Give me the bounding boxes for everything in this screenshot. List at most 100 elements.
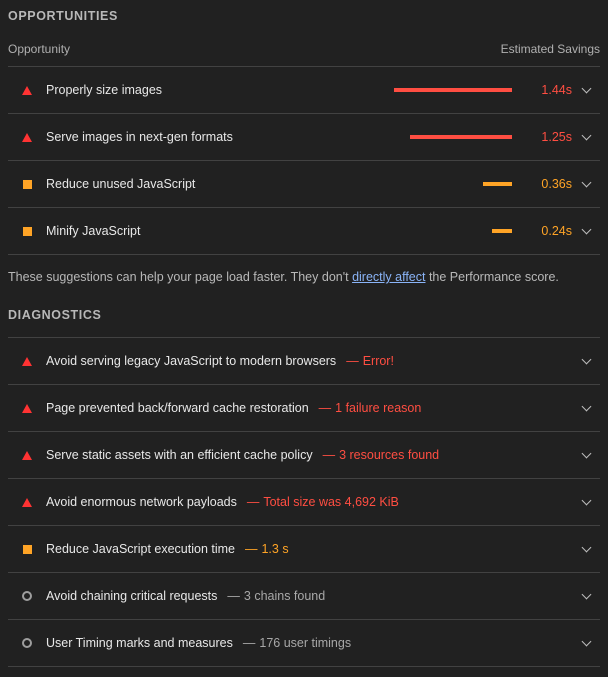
warn-square-icon: [23, 179, 32, 189]
chevron-down-icon[interactable]: [572, 130, 600, 140]
diagnostic-row[interactable]: Avoid chaining critical requests —3 chain…: [8, 573, 600, 620]
opportunities-note: These suggestions can help your page loa…: [8, 255, 600, 299]
chevron-down-icon[interactable]: [572, 354, 600, 364]
diagnostic-title: Avoid serving legacy JavaScript to moder…: [46, 354, 337, 368]
savings-bar-track: [362, 88, 512, 92]
summary-value: 3 chains found: [243, 589, 326, 603]
fail-triangle-icon: [22, 497, 32, 507]
warn-square-icon: [23, 226, 32, 236]
opportunity-row[interactable]: Reduce unused JavaScript 0.36s: [8, 161, 600, 208]
diagnostic-title: Serve static assets with an efficient ca…: [46, 448, 313, 462]
info-circle-icon: [22, 591, 32, 601]
diagnostic-status-icon: [8, 497, 46, 507]
summary-value: 1 failure reason: [335, 401, 422, 415]
diagnostics-heading: DIAGNOSTICS: [8, 308, 102, 322]
note-text-after: the Performance score.: [425, 270, 559, 284]
diagnostic-status-icon: [8, 403, 46, 413]
summary-separator: —: [227, 589, 240, 603]
diagnostic-title: User Timing marks and measures: [46, 636, 233, 650]
summary-value: 1.3 s: [261, 542, 289, 556]
diagnostic-summary: —3 resources found: [317, 448, 440, 462]
opportunity-row[interactable]: Properly size images 1.44s: [8, 67, 600, 114]
diagnostic-title: Avoid enormous network payloads: [46, 495, 237, 509]
opportunity-status-icon: [8, 132, 46, 142]
chevron-down-icon[interactable]: [572, 83, 600, 93]
summary-separator: —: [322, 448, 336, 462]
diagnostic-summary: — Error!: [340, 354, 394, 368]
savings-bar: [409, 135, 512, 139]
chevron-down-icon[interactable]: [572, 177, 600, 187]
diagnostic-row[interactable]: User Timing marks and measures —176 user …: [8, 620, 600, 667]
summary-separator: —: [318, 401, 332, 415]
opportunity-status-icon: [8, 226, 46, 236]
diagnostic-status-icon: [8, 450, 46, 460]
summary-separator: —: [246, 495, 260, 509]
summary-separator: —: [244, 542, 258, 556]
fail-triangle-icon: [22, 85, 32, 95]
opportunities-column-header: Opportunity Estimated Savings: [8, 32, 600, 67]
fail-triangle-icon: [22, 356, 32, 366]
opportunity-row[interactable]: Minify JavaScript 0.24s: [8, 208, 600, 255]
fail-triangle-icon: [22, 132, 32, 142]
summary-value: 3 resources found: [339, 448, 440, 462]
opportunity-title: Minify JavaScript: [46, 224, 141, 238]
diagnostic-summary: —1 failure reason: [313, 401, 422, 415]
opportunity-column-label: Opportunity: [8, 42, 71, 56]
chevron-down-icon[interactable]: [572, 495, 600, 505]
diagnostic-row[interactable]: Avoid serving legacy JavaScript to moder…: [8, 338, 600, 385]
diagnostic-title: Reduce JavaScript execution time: [46, 542, 235, 556]
opportunities-list: Properly size images 1.44s Serve images in…: [8, 67, 600, 255]
summary-separator: —: [346, 354, 359, 368]
savings-bar-track: [362, 229, 512, 233]
diagnostic-title: Page prevented back/forward cache restor…: [46, 401, 309, 415]
diagnostic-title: Avoid chaining critical requests: [46, 589, 218, 603]
estimated-savings-value: 0.24s: [541, 224, 572, 238]
chevron-down-icon[interactable]: [572, 542, 600, 552]
diagnostic-status-icon: [8, 356, 46, 366]
savings-bar: [492, 229, 512, 233]
diagnostic-row[interactable]: Reduce JavaScript execution time —1.3 s: [8, 526, 600, 573]
chevron-down-icon[interactable]: [572, 448, 600, 458]
opportunity-status-icon: [8, 179, 46, 189]
opportunity-title: Properly size images: [46, 83, 163, 97]
opportunities-heading: OPPORTUNITIES: [8, 9, 118, 23]
directly-affect-link[interactable]: directly affect: [352, 270, 426, 284]
summary-separator: —: [242, 636, 256, 650]
estimated-savings-value: 0.36s: [541, 177, 572, 191]
note-text-before: These suggestions can help your page loa…: [8, 270, 353, 284]
opportunity-row[interactable]: Serve images in next-gen formats 1.25s: [8, 114, 600, 161]
estimated-savings-column-label: Estimated Savings: [500, 42, 600, 56]
savings-bar-track: [362, 182, 512, 186]
warn-square-icon: [23, 544, 32, 554]
opportunity-status-icon: [8, 85, 46, 95]
chevron-down-icon[interactable]: [572, 401, 600, 411]
diagnostic-row[interactable]: Serve static assets with an efficient ca…: [8, 432, 600, 479]
estimated-savings-value: 1.25s: [541, 130, 572, 144]
estimated-savings-value: 1.44s: [541, 83, 572, 97]
diagnostic-status-icon: [8, 591, 46, 601]
savings-bar-track: [362, 135, 512, 139]
diagnostic-row[interactable]: Avoid enormous network payloads — Total si…: [8, 479, 600, 526]
chevron-down-icon[interactable]: [572, 589, 600, 599]
diagnostic-status-icon: [8, 544, 46, 554]
diagnostics-divider: [8, 331, 600, 338]
fail-triangle-icon: [22, 403, 32, 413]
opportunity-title: Serve images in next-gen formats: [46, 130, 233, 144]
savings-bar: [482, 182, 512, 186]
diagnostic-summary: — Total size was 4,692 KiB: [241, 495, 399, 509]
chevron-down-icon[interactable]: [572, 224, 600, 234]
diagnostic-summary: —176 user timings: [237, 636, 351, 650]
fail-triangle-icon: [22, 450, 32, 460]
summary-value: Total size was 4,692 KiB: [263, 495, 399, 509]
summary-value: 176 user timings: [259, 636, 352, 650]
diagnostic-row[interactable]: Page prevented back/forward cache restor…: [8, 385, 600, 432]
chevron-down-icon[interactable]: [572, 636, 600, 646]
diagnostics-list: Avoid serving legacy JavaScript to moder…: [8, 338, 600, 667]
summary-value: Error!: [362, 354, 394, 368]
savings-bar: [394, 88, 512, 92]
diagnostic-summary: —3 chains found: [221, 589, 325, 603]
diagnostic-status-icon: [8, 638, 46, 648]
info-circle-icon: [22, 638, 32, 648]
diagnostic-summary: —1.3 s: [239, 542, 289, 556]
